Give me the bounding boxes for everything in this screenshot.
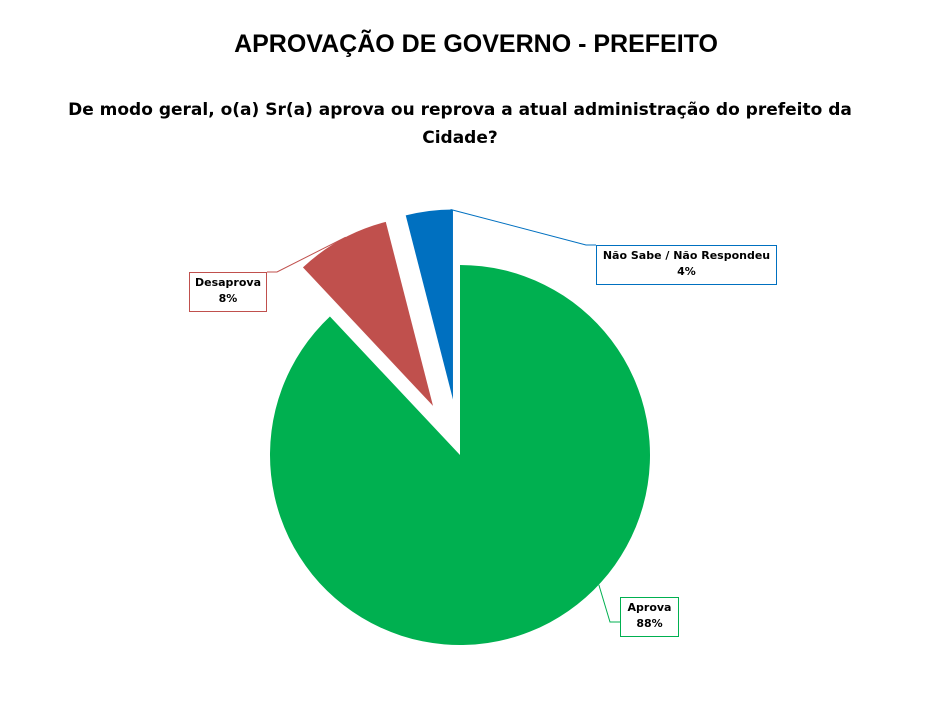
question-line-1: De modo geral, o(a) Sr(a) aprova ou repr…: [68, 100, 852, 120]
leader-line-desaprova: [267, 236, 346, 273]
slice-desaprova: [302, 221, 434, 406]
chart-title: APROVAÇÃO DE GOVERNO - PREFEITO: [234, 30, 718, 58]
question-line-2: Cidade?: [422, 128, 498, 148]
slice-nao-sabe: [405, 209, 453, 400]
label-aprova-name: Aprova: [627, 601, 672, 614]
label-aprova: Aprova 88%: [620, 597, 679, 637]
label-nao-sabe-name: Não Sabe / Não Respondeu: [602, 249, 771, 262]
leader-line-aprova: [598, 584, 620, 623]
leader-line-nao-sabe: [450, 208, 596, 246]
chart-question: De modo geral, o(a) Sr(a) aprova ou repr…: [60, 96, 860, 152]
label-nao-sabe-value: 4%: [677, 265, 696, 278]
label-aprova-value: 88%: [636, 617, 663, 630]
slice-aprova: [270, 265, 651, 646]
label-desaprova-value: 8%: [218, 292, 238, 305]
label-desaprova-name: Desaprova: [194, 276, 261, 289]
label-nao-sabe: Não Sabe / Não Respondeu 4%: [596, 245, 777, 285]
label-desaprova: Desaprova 8%: [189, 272, 267, 312]
